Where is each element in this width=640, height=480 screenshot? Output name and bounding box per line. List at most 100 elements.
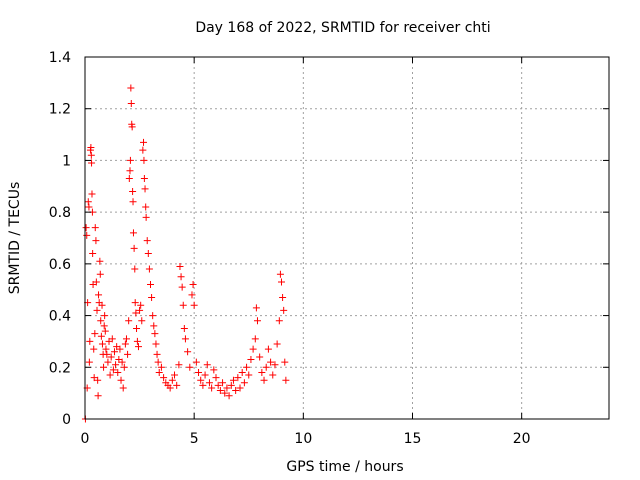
data-point (140, 156, 148, 164)
data-point (260, 376, 268, 384)
data-point (280, 306, 288, 314)
data-point (181, 335, 189, 343)
data-point (212, 374, 220, 382)
data-point (87, 151, 95, 159)
data-point (91, 224, 99, 232)
data-point (104, 358, 112, 366)
data-point (118, 358, 126, 366)
data-point (141, 185, 149, 193)
data-point (107, 353, 115, 361)
data-point (188, 291, 196, 299)
data-point (98, 301, 106, 309)
data-point (89, 250, 97, 258)
data-point (269, 371, 277, 379)
data-point (142, 203, 150, 211)
y-axis-label: SRMTID / TECUs (7, 182, 23, 295)
data-point (189, 281, 197, 289)
data-point (109, 366, 117, 374)
data-point (134, 343, 142, 351)
data-point (278, 278, 285, 286)
data-point (149, 312, 157, 320)
data-point (238, 368, 246, 376)
data-point (157, 363, 165, 371)
plot-frame (84, 56, 610, 420)
x-tick-label: 10 (294, 431, 312, 447)
data-point (236, 384, 244, 392)
y-tick-label: 1.2 (49, 102, 71, 118)
data-point (90, 345, 98, 353)
data-point (101, 312, 109, 320)
data-point (175, 361, 183, 369)
y-tick-label: 0.4 (49, 309, 71, 325)
data-point (214, 381, 222, 389)
data-point (95, 291, 103, 299)
data-point (139, 146, 147, 154)
x-tick-label: 15 (404, 431, 422, 447)
data-point (126, 156, 134, 164)
data-point (125, 175, 133, 183)
data-point (152, 340, 160, 348)
gridlines (85, 57, 609, 419)
data-point (128, 123, 136, 131)
data-point (92, 278, 100, 286)
data-point (160, 374, 168, 382)
data-point (253, 317, 261, 325)
data-point (234, 374, 242, 382)
data-point (176, 262, 184, 270)
data-point (199, 381, 207, 389)
data-point (177, 273, 185, 281)
data-point (117, 376, 125, 384)
data-point (273, 340, 281, 348)
data-point (252, 304, 260, 312)
data-point (190, 301, 198, 309)
data-point (116, 345, 124, 353)
data-point (247, 356, 255, 364)
data-point (133, 325, 141, 332)
data-point (281, 358, 289, 366)
data-point (91, 330, 99, 338)
data-point (86, 337, 94, 345)
data-point (184, 348, 192, 356)
plot-background (85, 57, 609, 419)
data-point (132, 309, 140, 317)
data-point (97, 332, 105, 340)
data-point (264, 345, 272, 353)
data-point (130, 244, 138, 252)
y-tick-label: 1.4 (49, 50, 71, 66)
data-point (258, 368, 266, 376)
y-tick-label: 1 (62, 153, 71, 169)
data-point (131, 265, 139, 273)
data-point (205, 379, 213, 387)
data-point (122, 335, 130, 343)
data-point (282, 376, 290, 384)
data-point (275, 317, 283, 325)
data-point (82, 224, 90, 232)
data-point (271, 361, 279, 369)
data-point (197, 376, 205, 384)
data-point (133, 337, 141, 345)
data-point (110, 348, 118, 356)
data-point (279, 293, 287, 301)
data-point (119, 384, 127, 392)
data-point (108, 335, 116, 343)
data-point (100, 322, 108, 330)
data-point (192, 358, 200, 366)
data-point (85, 358, 93, 366)
data-point (144, 250, 152, 258)
y-tick-label: 0.6 (49, 257, 71, 273)
data-point (96, 257, 104, 265)
data-point (121, 340, 129, 348)
data-point (85, 203, 93, 211)
data-point (138, 317, 146, 325)
data-point (195, 368, 203, 376)
data-point (179, 301, 187, 309)
data-point (87, 144, 95, 151)
data-point (88, 159, 96, 167)
data-point (203, 361, 211, 369)
data-point (223, 384, 231, 392)
data-point (103, 350, 111, 358)
y-tick-label: 0.2 (49, 360, 71, 376)
data-point (267, 358, 275, 366)
data-point (145, 265, 153, 273)
data-point (249, 345, 257, 353)
